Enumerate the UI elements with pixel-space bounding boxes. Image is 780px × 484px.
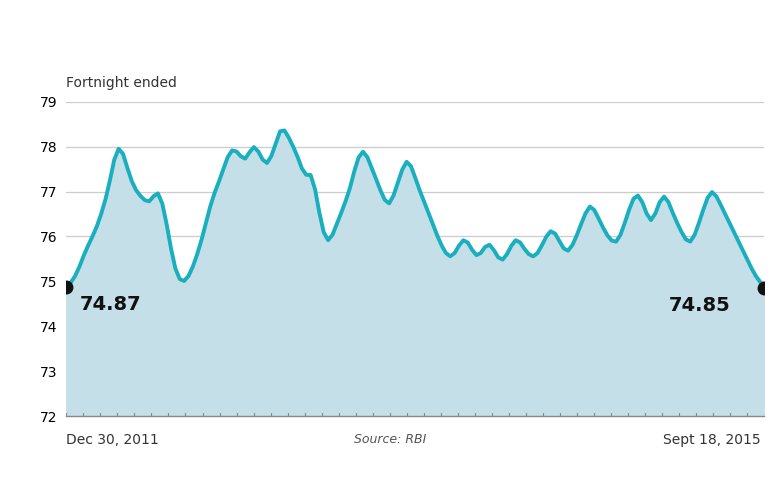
Text: Source: RBI: Source: RBI xyxy=(354,433,426,446)
Text: Fortnight ended: Fortnight ended xyxy=(66,76,177,90)
Text: Sept 18, 2015: Sept 18, 2015 xyxy=(663,433,760,447)
Text: 74.85: 74.85 xyxy=(668,296,730,315)
Text: 74.87: 74.87 xyxy=(80,295,141,314)
Text: Dec 30, 2011: Dec 30, 2011 xyxy=(66,433,159,447)
Text: BANKS’ CD RATIO PLUMMETS: BANKS’ CD RATIO PLUMMETS xyxy=(17,24,473,51)
